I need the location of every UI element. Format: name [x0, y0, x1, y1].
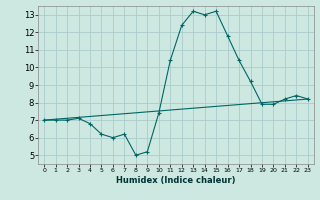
X-axis label: Humidex (Indice chaleur): Humidex (Indice chaleur) — [116, 176, 236, 185]
